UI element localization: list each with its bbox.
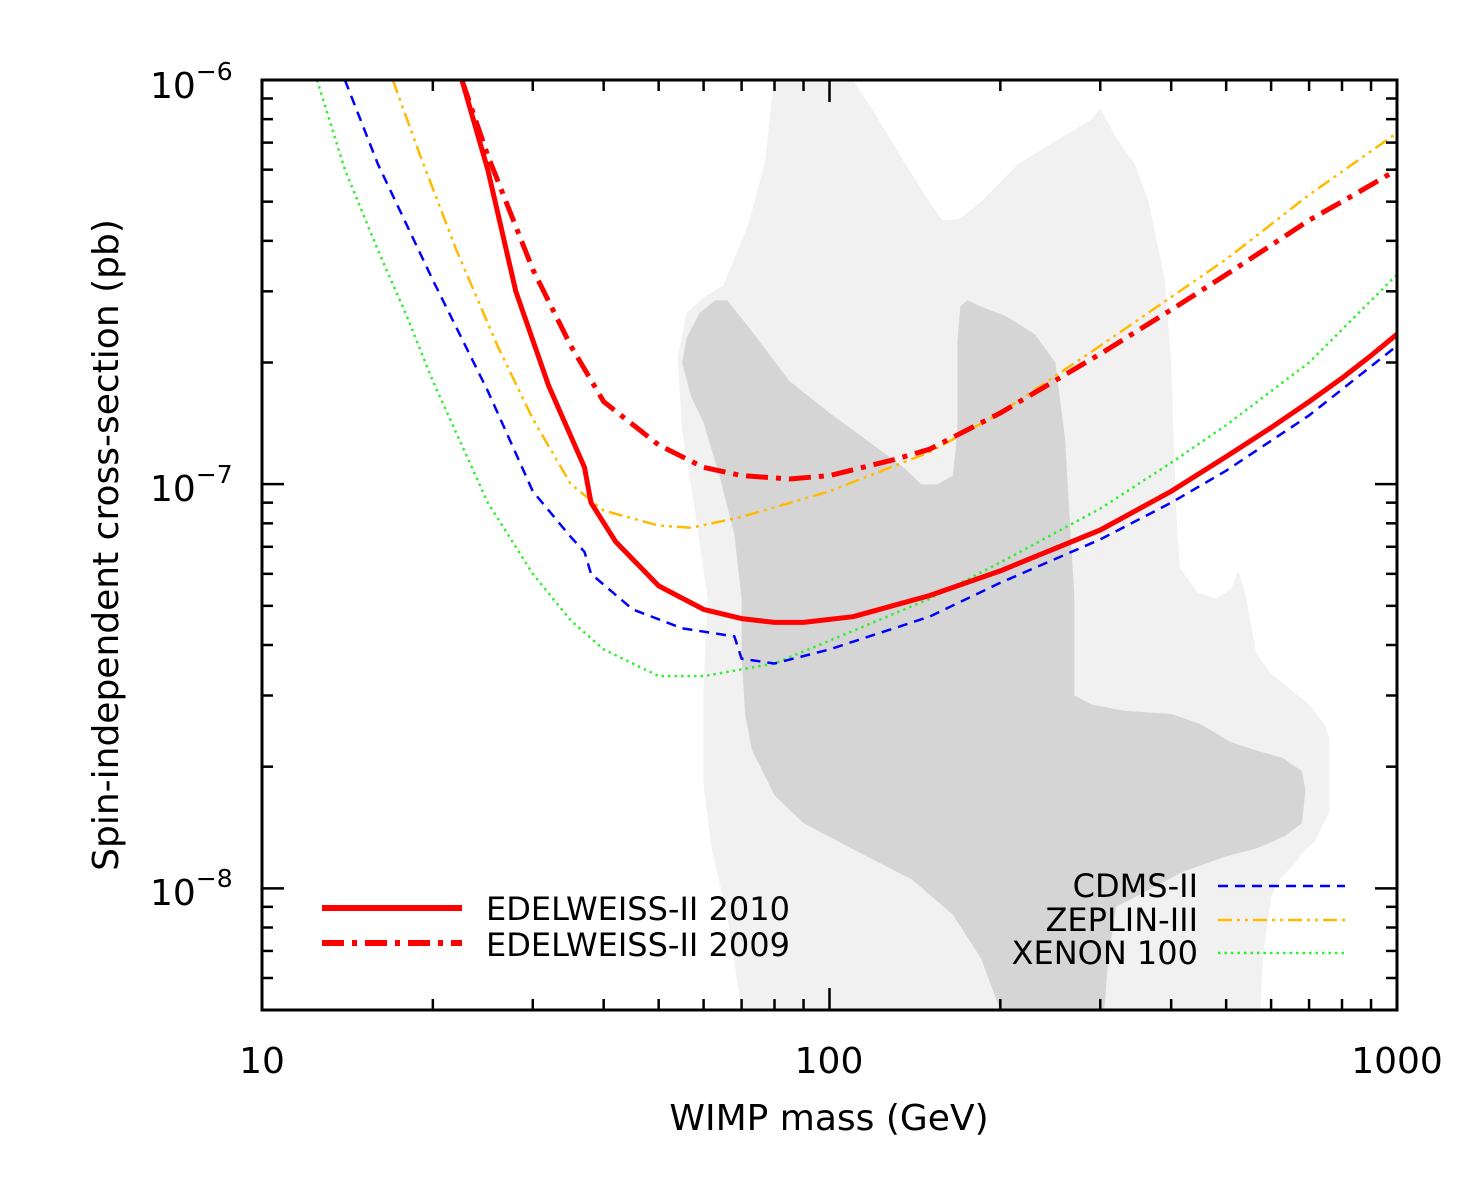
curve-xenon-100 bbox=[315, 80, 1397, 678]
curve-zeplin-iii bbox=[391, 80, 1397, 530]
y-tick-label: 10−6 bbox=[150, 57, 233, 107]
legend-label: EDELWEISS-II 2010 bbox=[486, 890, 790, 928]
x-axis-label: WIMP mass (GeV) bbox=[669, 1098, 988, 1139]
legend-right: CDMS-II ZEPLIN-III XENON 100 bbox=[1012, 867, 1345, 972]
y-axis-label: Spin-independent cross-section (pb) bbox=[86, 219, 127, 871]
legend-label: XENON 100 bbox=[1012, 934, 1198, 972]
y-tick-label: 10−8 bbox=[150, 864, 233, 914]
legend-label: EDELWEISS-II 2009 bbox=[486, 926, 790, 964]
y-tick-labels: 10−8 10−7 10−6 bbox=[150, 57, 233, 914]
curve-edelweiss-ii-2009 bbox=[459, 80, 1397, 482]
x-tick-label: 1000 bbox=[1351, 1041, 1443, 1082]
theory-regions bbox=[677, 80, 1330, 1010]
legend-label: ZEPLIN-III bbox=[1046, 901, 1199, 939]
legend-left: EDELWEISS-II 2010 EDELWEISS-II 2009 bbox=[322, 890, 790, 964]
curve-edelweiss-ii-2010 bbox=[459, 80, 1397, 625]
x-tick-labels: 10 100 1000 bbox=[239, 1041, 1443, 1082]
x-tick-label: 10 bbox=[239, 1041, 285, 1082]
region-inner bbox=[682, 300, 1306, 1010]
limit-curves bbox=[315, 80, 1397, 678]
y-tick-label: 10−7 bbox=[150, 460, 233, 510]
x-tick-label: 100 bbox=[795, 1041, 864, 1082]
axis-ticks bbox=[260, 78, 1399, 1012]
curve-cdms-ii bbox=[343, 80, 1397, 665]
legend-label: CDMS-II bbox=[1073, 867, 1198, 905]
